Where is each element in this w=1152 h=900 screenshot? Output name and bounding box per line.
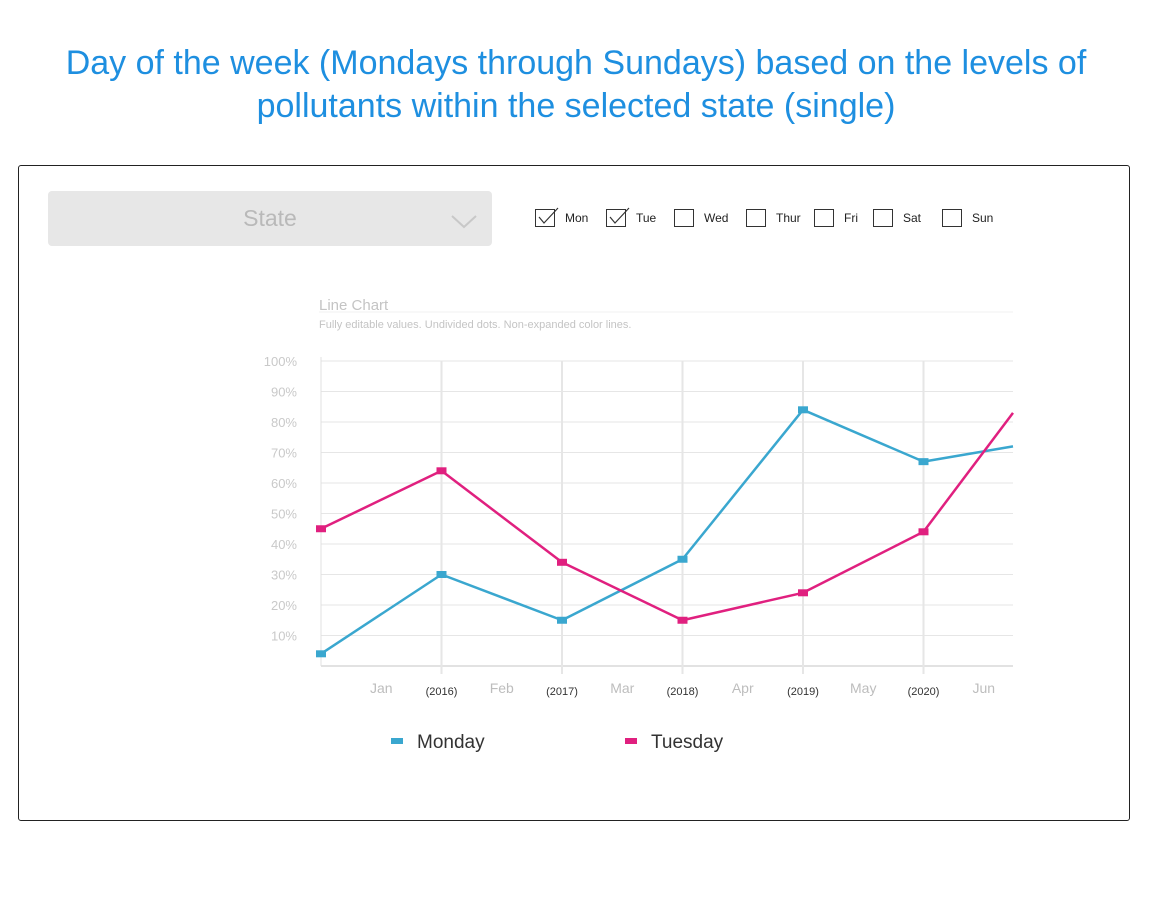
day-checkbox-tue[interactable]: Tue <box>606 207 657 228</box>
chart-title: Line Chart <box>319 297 389 314</box>
series-line-monday <box>320 408 1014 655</box>
legend-marker-tuesday <box>625 738 637 744</box>
checkbox[interactable] <box>535 207 559 227</box>
data-point-monday <box>557 616 567 624</box>
x-year-label: (2020) <box>908 686 940 698</box>
y-tick-label: 80% <box>271 415 297 430</box>
chevron-down-icon <box>451 215 477 229</box>
data-point-tuesday <box>918 528 929 536</box>
y-tick-label: 90% <box>271 385 297 400</box>
data-point-monday <box>918 458 929 466</box>
checkbox[interactable] <box>814 209 834 227</box>
data-point-tuesday <box>316 525 326 533</box>
x-month-label: Feb <box>490 680 514 696</box>
data-point-tuesday <box>798 589 808 597</box>
data-point-tuesday <box>557 558 567 566</box>
data-point-monday <box>677 555 688 563</box>
data-point-monday <box>316 650 326 658</box>
day-label: Wed <box>704 211 729 225</box>
day-label: Mon <box>565 211 589 225</box>
y-tick-label: 60% <box>271 476 297 491</box>
day-checkbox-sun[interactable]: Sun <box>942 208 993 228</box>
day-checkbox-fri[interactable]: Fri <box>814 208 858 228</box>
day-checkbox-sat[interactable]: Sat <box>873 208 921 228</box>
legend-label-tuesday: Tuesday <box>651 732 724 753</box>
day-label: Sun <box>972 211 994 225</box>
day-checkbox-mon[interactable]: Mon <box>535 207 589 228</box>
y-tick-label: 10% <box>271 629 297 644</box>
day-label: Fri <box>844 211 858 225</box>
checkmark-icon <box>609 207 630 224</box>
series-line-tuesday <box>320 412 1014 622</box>
y-tick-label: 70% <box>271 446 297 461</box>
data-point-monday <box>798 406 808 414</box>
x-month-label: Mar <box>610 680 634 696</box>
checkbox[interactable] <box>606 207 630 227</box>
day-label: Sat <box>903 211 922 225</box>
data-point-monday <box>436 571 447 578</box>
page-title-line-1: Day of the week (Mondays through Sundays… <box>65 44 1087 82</box>
legend-marker-monday <box>391 738 403 744</box>
line-chart: Line Chart Fully editable values. Undivid… <box>264 297 1014 753</box>
x-month-label: Jun <box>972 680 995 696</box>
y-tick-label: 30% <box>271 568 297 583</box>
day-checkbox-wed[interactable]: Wed <box>674 208 728 228</box>
legend-label-monday: Monday <box>417 732 485 753</box>
chart-panel: State Mon Tue Wed Thur Fri Sat Sun Line Chart F… <box>18 165 1130 821</box>
checkbox[interactable] <box>674 209 694 227</box>
state-select-label: State <box>243 205 297 231</box>
checkbox[interactable] <box>746 209 766 227</box>
chart-subtitle: Fully editable values. Undivided dots. N… <box>319 319 631 331</box>
page-title-line-2: pollutants within the selected state (si… <box>256 87 896 125</box>
day-label: Tue <box>636 211 657 225</box>
data-point-tuesday <box>677 616 688 624</box>
day-label: Thur <box>776 211 801 225</box>
x-year-label: (2017) <box>546 686 578 698</box>
x-month-label: May <box>850 680 876 696</box>
checkmark-icon <box>538 207 559 224</box>
y-tick-label: 50% <box>271 507 297 522</box>
x-year-label: (2016) <box>426 686 458 698</box>
x-month-label: Apr <box>732 680 754 696</box>
y-tick-label: 40% <box>271 537 297 552</box>
y-tick-label: 100% <box>264 354 298 369</box>
checkbox[interactable] <box>873 209 893 227</box>
data-point-tuesday <box>436 467 447 475</box>
page-title: Day of the week (Mondays through Sundays… <box>0 42 1152 128</box>
checkbox[interactable] <box>942 209 962 227</box>
state-select[interactable]: State <box>48 191 492 246</box>
y-tick-label: 20% <box>271 598 297 613</box>
day-checkbox-thur[interactable]: Thur <box>746 208 801 228</box>
x-year-label: (2019) <box>787 686 819 698</box>
x-month-label: Jan <box>370 680 393 696</box>
x-year-label: (2018) <box>667 686 699 698</box>
